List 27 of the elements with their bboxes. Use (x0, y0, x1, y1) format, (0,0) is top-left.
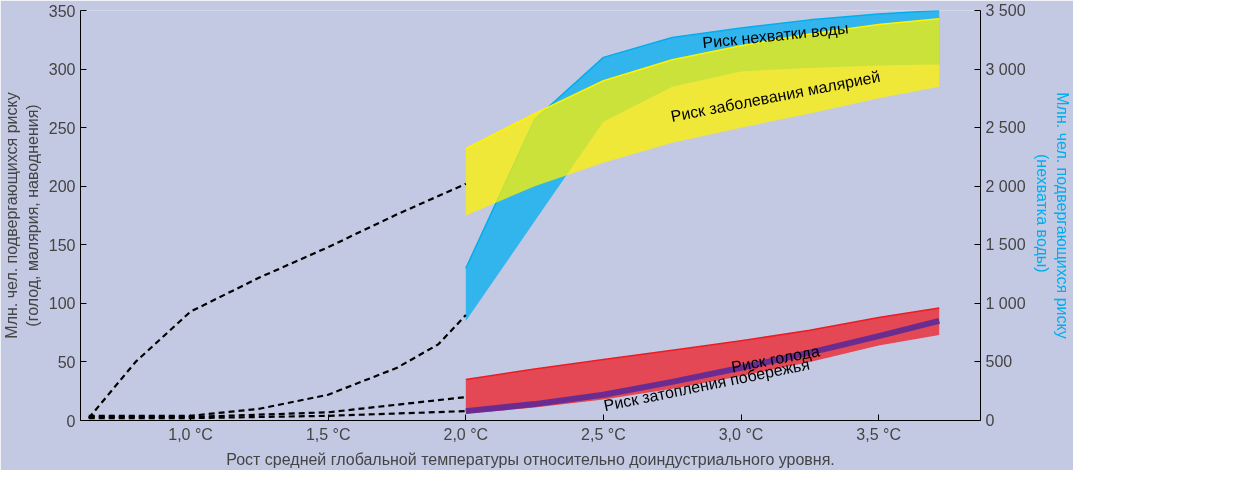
y2-tick-label: 2 500 (985, 119, 1026, 137)
y-tick-label: 150 (48, 236, 76, 254)
y2-tick-label: 3 000 (985, 60, 1026, 78)
y2-tick-label: 3 500 (985, 2, 1026, 19)
y2-tick-label: 0 (985, 412, 995, 429)
y-tick-label: 0 (66, 412, 76, 430)
y2-tick-label: 2 000 (985, 177, 1026, 195)
y2-tick-label: 1 500 (985, 236, 1026, 254)
y2-tick-label: 1 000 (985, 294, 1026, 312)
y2-tick-label: 500 (985, 353, 1013, 371)
y-tick-label: 350 (48, 2, 76, 20)
text: Риск заболевания малярией (669, 67, 882, 125)
y-tick-label: 50 (57, 353, 76, 371)
x-tick-label: 3,0 °C (718, 425, 764, 443)
y-axis-title: Млн. чел. подвергающихся риску (голод, малярия, наводнения) (3, 92, 41, 339)
y-tick-label: 200 (48, 178, 76, 196)
x-tick-label: 1,0 °C (168, 425, 213, 443)
x-tick-label: 1,5 °C (305, 425, 351, 443)
x-tick-label: 2,0 °C (443, 425, 489, 443)
x-axis-title: Рост средней глобальной температуры относительно доиндустриального уровня. (226, 450, 835, 468)
x-tick-label: 3,5 °C (856, 425, 901, 443)
x-tick-label: 2,5 °C (581, 425, 626, 443)
text: Риск нехватки воды (701, 19, 850, 52)
y-tick-label: 250 (48, 119, 76, 137)
y2-axis-title: Млн. чел. подвергающихся риску (нехватка воды) (1033, 92, 1071, 339)
y-tick-label: 300 (48, 61, 76, 79)
y-tick-label: 100 (48, 295, 76, 313)
